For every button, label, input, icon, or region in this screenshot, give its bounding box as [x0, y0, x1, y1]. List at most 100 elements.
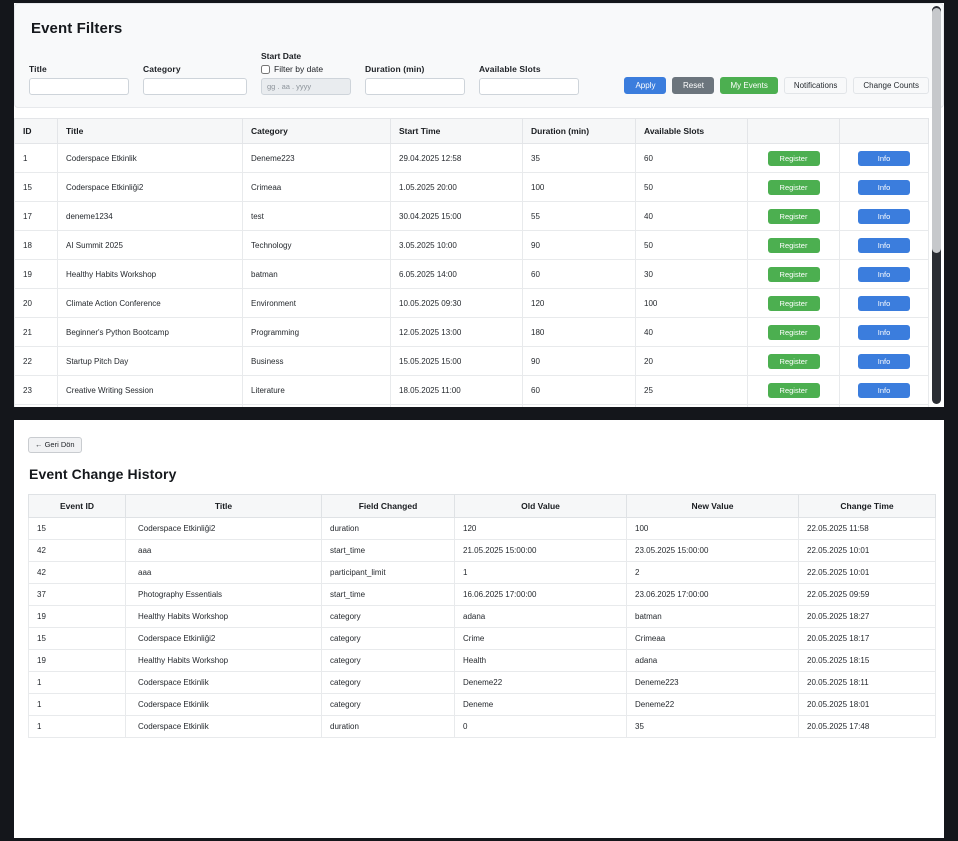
events-col-category: Category: [242, 118, 391, 144]
event-title-cell: Beginner's Python Bootcamp: [57, 317, 243, 347]
info-button[interactable]: Info: [858, 353, 910, 369]
events-scroll-content: Event Filters Title Category Start Date: [14, 3, 944, 407]
history-change-time-cell: 20.05.2025 18:17: [798, 626, 936, 650]
event-category-cell: Technology: [242, 230, 391, 260]
event-start-time-cell: [390, 404, 523, 407]
info-button[interactable]: Info: [858, 382, 910, 398]
info-cell: Info: [839, 317, 929, 347]
event-category-cell: [242, 404, 391, 407]
event-slots-cell: 20: [635, 346, 748, 376]
event-title-cell: Coderspace Etkinlik: [57, 143, 243, 173]
event-category-cell: batman: [242, 259, 391, 289]
start-date-input[interactable]: gg . aa . yyyy: [261, 78, 351, 95]
register-button[interactable]: Register: [767, 237, 820, 253]
info-button[interactable]: Info: [858, 150, 910, 166]
history-title-cell: Healthy Habits Workshop: [125, 648, 322, 672]
history-field-cell: category: [321, 648, 455, 672]
table-row: 15 Coderspace Etkinliği2 category Crime Crim…: [28, 626, 936, 650]
filter-by-date-row[interactable]: Filter by date: [261, 64, 351, 74]
events-col-slots: Available Slots: [635, 118, 748, 144]
event-id-cell: 15: [14, 172, 58, 202]
available-slots-filter-input[interactable]: [479, 78, 579, 95]
register-cell: Register: [747, 317, 840, 347]
history-new-value-cell: 35: [626, 714, 799, 738]
register-button[interactable]: Register: [767, 295, 820, 311]
events-col-register: [747, 118, 840, 144]
my-events-button[interactable]: My Events: [720, 77, 778, 94]
history-title-cell: Coderspace Etkinliği2: [125, 516, 322, 540]
info-button[interactable]: Info: [858, 295, 910, 311]
title-filter-input[interactable]: [29, 78, 129, 95]
history-col-old: Old Value: [454, 493, 627, 518]
table-row: 1 Coderspace Etkinlik category Deneme22 Dene…: [28, 670, 936, 694]
register-button[interactable]: Register: [767, 208, 820, 224]
change-history-panel: ← Geri Dön Event Change History Event ID…: [14, 420, 944, 838]
history-event-id-cell: 15: [28, 626, 126, 650]
history-old-value-cell: adana: [454, 604, 627, 628]
info-cell: Info: [839, 259, 929, 289]
history-event-id-cell: 1: [28, 692, 126, 716]
info-cell: Info: [839, 201, 929, 231]
history-change-time-cell: 22.05.2025 11:58: [798, 516, 936, 540]
history-new-value-cell: batman: [626, 604, 799, 628]
history-old-value-cell: 120: [454, 516, 627, 540]
history-change-time-cell: 22.05.2025 09:59: [798, 582, 936, 606]
history-old-value-cell: 21.05.2025 15:00:00: [454, 538, 627, 562]
table-row: 23 Creative Writing Session Literature 18.0…: [14, 375, 929, 405]
notifications-button[interactable]: Notifications: [783, 77, 848, 94]
table-row: 19 Healthy Habits Workshop category adana ba…: [28, 604, 936, 628]
history-change-time-cell: 22.05.2025 10:01: [798, 538, 936, 562]
register-button[interactable]: Register: [767, 266, 820, 282]
history-table-head: Event ID Title Field Changed Old Value N…: [28, 493, 936, 518]
info-button[interactable]: Info: [858, 237, 910, 253]
register-button[interactable]: Register: [767, 324, 820, 340]
event-slots-cell: 100: [635, 288, 748, 318]
category-filter-input[interactable]: [143, 78, 247, 95]
event-slots-cell: 40: [635, 317, 748, 347]
register-button[interactable]: Register: [767, 150, 820, 166]
event-filters-title: Event Filters: [31, 20, 123, 37]
info-button[interactable]: Info: [858, 179, 910, 195]
events-scrollbar-thumb[interactable]: [932, 8, 941, 253]
history-change-time-cell: 22.05.2025 10:01: [798, 560, 936, 584]
event-category-cell: Programming: [242, 317, 391, 347]
info-cell: Info: [839, 346, 929, 376]
history-col-title: Title: [125, 493, 322, 518]
register-cell: [747, 404, 840, 407]
history-title-cell: Coderspace Etkinlik: [125, 670, 322, 694]
title-filter-field: Title: [29, 64, 129, 95]
register-button[interactable]: Register: [767, 382, 820, 398]
events-header-row: ID Title Category Start Time Duration (m…: [14, 118, 929, 144]
info-button[interactable]: Info: [858, 324, 910, 340]
info-button[interactable]: Info: [858, 208, 910, 224]
change-history-title: Event Change History: [29, 465, 177, 482]
history-field-cell: category: [321, 692, 455, 716]
register-button[interactable]: Register: [767, 353, 820, 369]
event-category-cell: Environment: [242, 288, 391, 318]
history-col-new: New Value: [626, 493, 799, 518]
back-button[interactable]: ← Geri Dön: [28, 436, 82, 453]
change-counts-button[interactable]: Change Counts: [853, 77, 929, 94]
event-title-cell: Creative Writing Session: [57, 375, 243, 405]
event-id-cell: 20: [14, 288, 58, 318]
reset-button[interactable]: Reset: [672, 77, 715, 94]
history-title-cell: aaa: [125, 560, 322, 584]
info-cell: Info: [839, 288, 929, 318]
history-old-value-cell: Health: [454, 648, 627, 672]
info-button[interactable]: Info: [858, 266, 910, 282]
duration-filter-input[interactable]: [365, 78, 465, 95]
table-row: 1 Coderspace Etkinlik Deneme223 29.04.2025 …: [14, 143, 929, 173]
start-date-filter-field: Start Date Filter by date gg . aa . yyyy: [261, 51, 351, 95]
event-duration-cell: 55: [522, 201, 636, 231]
events-browser-panel: Event Filters Title Category Start Date: [14, 3, 944, 407]
info-cell: Info: [839, 375, 929, 405]
apply-button[interactable]: Apply: [624, 77, 667, 94]
table-row: 1 Coderspace Etkinlik category Deneme Deneme…: [28, 692, 936, 716]
available-slots-filter-field: Available Slots: [479, 64, 579, 95]
filter-by-date-checkbox[interactable]: [261, 64, 270, 74]
event-duration-cell: 180: [522, 317, 636, 347]
event-title-cell: Climate Action Conference: [57, 288, 243, 318]
filter-actions: Apply Reset My Events Notifications Chan…: [624, 77, 929, 95]
register-button[interactable]: Register: [767, 179, 820, 195]
